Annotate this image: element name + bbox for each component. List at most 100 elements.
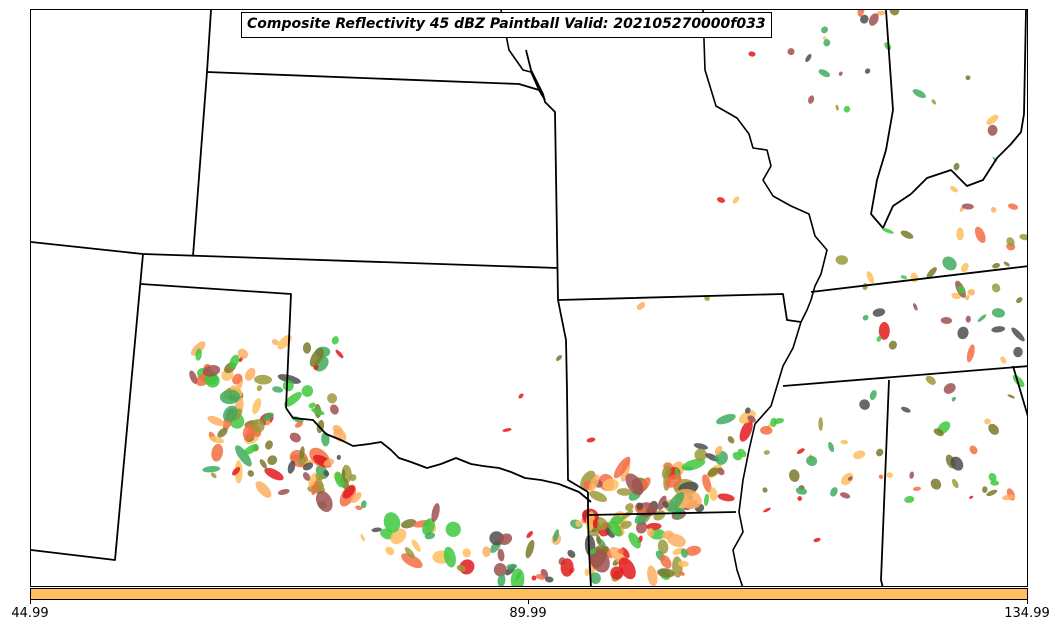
reflectivity-blob [942,256,957,271]
reflectivity-blob [900,275,907,280]
reflectivity-blob [657,495,667,511]
reflectivity-blob [445,521,461,537]
reflectivity-blob [727,436,735,444]
reflectivity-blob [331,336,339,345]
reflectivity-blob [267,455,278,466]
reflectivity-blob [502,428,512,432]
in-oh-border [882,10,1027,229]
reflectivity-blob [878,474,884,480]
reflectivity-blob [308,402,316,409]
reflectivity-blob [662,500,670,509]
reflectivity-blob [589,548,597,555]
reflectivity-blob [910,272,919,283]
reflectivity-blob [342,485,355,499]
co-border [192,10,212,257]
reflectivity-blob [589,490,608,503]
reflectivity-blob [302,342,312,354]
reflectivity-blob [1000,356,1007,364]
reflectivity-blob [843,105,851,113]
reflectivity-blob [990,206,997,213]
reflectivity-blob [323,458,335,467]
reflectivity-blob [951,396,956,402]
reflectivity-blob [272,386,284,393]
reflectivity-blob [986,114,999,125]
reflectivity-blob [252,398,262,415]
ky-tn-border [810,265,1027,293]
reflectivity-blob [813,537,821,543]
reflectivity-blob [350,492,362,504]
reflectivity-blob [586,437,596,443]
reflectivity-blob [636,521,648,534]
reflectivity-blob [953,162,960,171]
reflectivity-blob [762,487,768,493]
ks-mo-border [525,49,559,301]
al-ga-border [1012,365,1027,417]
reflectivity-blob [838,71,843,76]
reflectivity-blob [876,335,882,342]
reflectivity-blob [456,564,466,572]
reflectivity-paintball-layer [189,10,1027,586]
colorbar-tick-max [1027,600,1028,604]
reflectivity-blob [665,474,682,488]
reflectivity-blob [518,393,524,399]
reflectivity-blob [349,474,357,482]
reflectivity-blob [255,481,272,498]
reflectivity-blob [707,467,719,477]
reflectivity-blob [869,389,877,401]
reflectivity-blob [889,10,900,16]
reflectivity-blob [702,474,712,493]
reflectivity-blob [1008,203,1018,210]
reflectivity-blob [982,486,988,493]
reflectivity-blob [657,568,675,578]
reflectivity-blob [960,262,969,273]
reflectivity-blob [265,440,273,450]
reflectivity-blob [360,533,366,542]
reflectivity-blob [868,13,879,26]
reflectivity-blob [422,518,435,536]
reflectivity-blob [560,558,574,577]
reflectivity-blob [862,314,869,321]
reflectivity-blob [840,492,851,499]
reflectivity-blob [1002,494,1016,501]
reflectivity-blob [202,466,221,473]
reflectivity-blob [716,414,736,425]
reflectivity-blob [308,472,318,488]
tx-la-border [587,492,592,586]
reflectivity-blob [506,563,518,570]
reflectivity-blob [853,450,866,460]
reflectivity-blob [797,496,803,501]
reflectivity-blob [828,441,835,453]
reflectivity-blob [912,486,922,491]
reflectivity-blob [732,196,740,204]
reflectivity-blob [311,408,325,416]
reflectivity-blob [510,568,525,586]
reflectivity-blob [716,197,726,203]
reflectivity-blob [847,476,853,481]
reflectivity-blob [237,348,249,359]
reflectivity-blob [309,347,324,367]
reflectivity-blob [1011,327,1025,342]
reflectivity-blob [940,316,953,325]
reflectivity-blob [974,226,986,244]
reflectivity-blob [992,263,1000,269]
reflectivity-blob [977,314,987,322]
reflectivity-blob [888,340,897,350]
reflectivity-blob [302,462,314,471]
reflectivity-blob [667,492,685,512]
reflectivity-blob [957,285,966,294]
reflectivity-blob [232,373,243,385]
reflectivity-blob [966,344,975,363]
reflectivity-blob [608,520,623,537]
reflectivity-blob [596,534,602,546]
reflectivity-blob [545,576,554,583]
reflectivity-blob [498,533,513,546]
reflectivity-blob [207,415,225,426]
reflectivity-blob [704,493,709,506]
reflectivity-blob [588,474,600,493]
reflectivity-blob [1003,261,1010,267]
reflectivity-blob [647,565,658,586]
reflectivity-blob [401,553,423,569]
reflectivity-blob [694,448,707,462]
reflectivity-blob [277,374,301,384]
reflectivity-blob [872,308,886,317]
